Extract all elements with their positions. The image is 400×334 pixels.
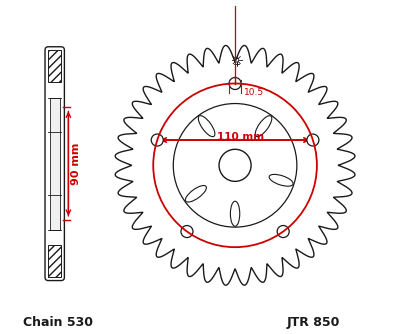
Circle shape	[229, 77, 241, 90]
FancyBboxPatch shape	[45, 47, 64, 281]
Polygon shape	[115, 45, 355, 285]
Bar	[48, 50, 61, 82]
Bar	[50, 98, 60, 229]
Circle shape	[219, 149, 251, 181]
Ellipse shape	[185, 185, 206, 202]
Circle shape	[151, 134, 163, 146]
Text: Chain 530: Chain 530	[23, 317, 93, 329]
Ellipse shape	[255, 116, 272, 137]
Ellipse shape	[198, 116, 215, 137]
Text: JTR 850: JTR 850	[287, 317, 340, 329]
Ellipse shape	[230, 201, 240, 226]
Text: 90 mm: 90 mm	[71, 143, 81, 185]
Bar	[48, 245, 61, 277]
Circle shape	[181, 225, 193, 237]
Circle shape	[277, 225, 289, 237]
Text: 110 mm: 110 mm	[216, 132, 264, 142]
Circle shape	[307, 134, 319, 146]
Text: 10.5: 10.5	[244, 88, 264, 97]
Ellipse shape	[269, 174, 293, 186]
